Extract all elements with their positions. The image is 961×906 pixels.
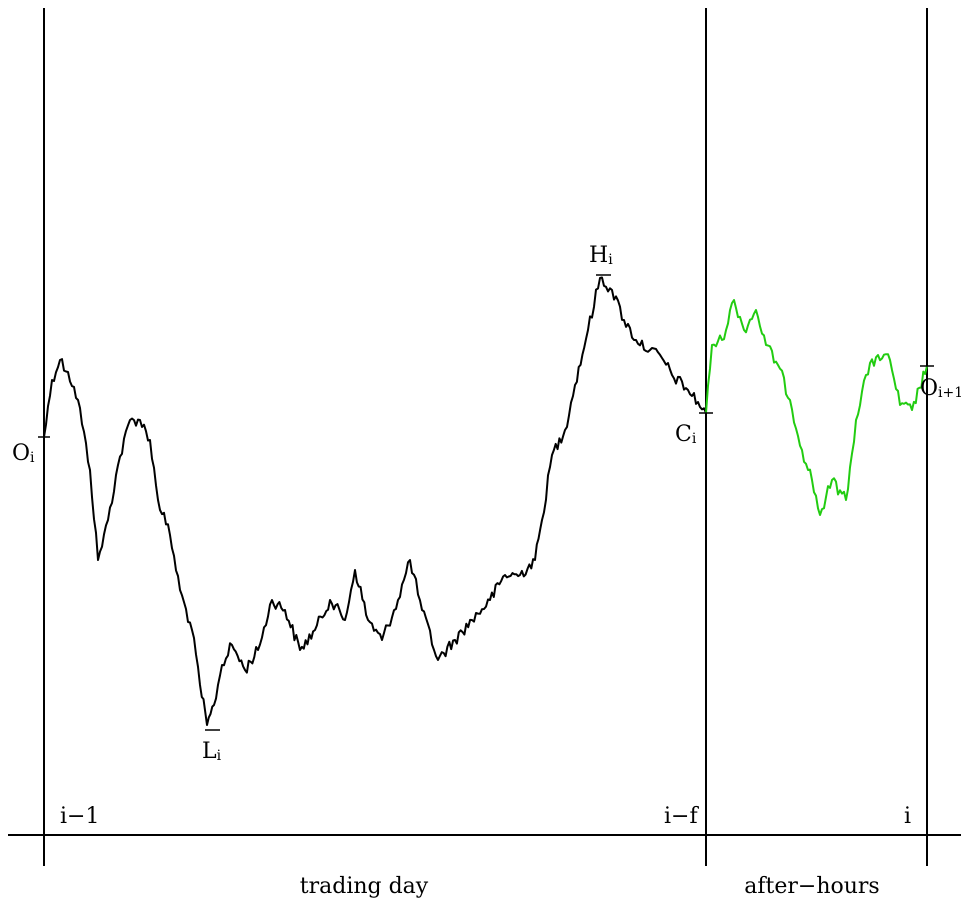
next-open-label: Oi+1 — [920, 376, 961, 401]
tick-prev-day: i−1 — [60, 804, 99, 829]
period-after-hours: after−hours — [744, 874, 879, 899]
high-label: Hi — [589, 243, 613, 268]
period-trading-day: trading day — [300, 874, 429, 899]
low-label: Li — [202, 739, 222, 764]
close-label: Ci — [675, 422, 697, 447]
after-hours-path — [705, 299, 928, 516]
tick-close: i−f — [664, 804, 699, 829]
tick-next-day: i — [904, 804, 911, 829]
trading-day-path — [43, 276, 707, 726]
open-label: Oi — [12, 441, 35, 466]
